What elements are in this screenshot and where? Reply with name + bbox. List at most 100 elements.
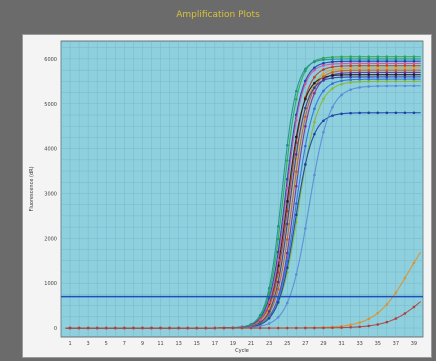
curve-point bbox=[295, 326, 298, 330]
x-tick-label: 3 bbox=[87, 341, 90, 347]
curve-point bbox=[403, 55, 407, 58]
curve-point bbox=[412, 68, 416, 72]
curve-point bbox=[376, 71, 380, 74]
curve-point bbox=[322, 130, 325, 134]
curve-point bbox=[295, 184, 298, 188]
curve-point bbox=[295, 89, 298, 93]
curve-point bbox=[322, 75, 325, 78]
curve-point bbox=[276, 315, 280, 319]
curve-point bbox=[313, 60, 316, 64]
curve-point bbox=[304, 115, 307, 119]
curve-point bbox=[394, 80, 398, 83]
curve-point bbox=[349, 111, 352, 115]
curve-point bbox=[313, 107, 316, 111]
curve-point bbox=[313, 86, 316, 89]
curve-point bbox=[222, 326, 226, 330]
curve-point bbox=[376, 84, 380, 88]
curve-point bbox=[403, 75, 407, 79]
curve-point bbox=[276, 225, 280, 228]
curve-point bbox=[195, 326, 199, 330]
curve-point bbox=[168, 326, 171, 330]
curve-point bbox=[385, 59, 389, 63]
curve-point bbox=[394, 62, 398, 65]
curve-point bbox=[285, 266, 289, 270]
curve-point bbox=[358, 62, 361, 65]
curve-point bbox=[276, 237, 280, 241]
curve-point bbox=[394, 77, 398, 81]
curve-point bbox=[267, 316, 271, 320]
x-tick-label: 37 bbox=[393, 341, 399, 347]
curve-point bbox=[340, 82, 343, 86]
curve-point bbox=[331, 71, 334, 74]
curve-point bbox=[367, 111, 371, 115]
curve-point bbox=[394, 57, 398, 61]
curve-point bbox=[276, 300, 280, 304]
curve-point bbox=[240, 326, 244, 330]
curve-point bbox=[322, 79, 325, 82]
curve-point bbox=[304, 326, 307, 330]
curve-point bbox=[295, 118, 298, 122]
curve-point bbox=[367, 66, 371, 70]
curve-point bbox=[412, 111, 416, 115]
curve-point bbox=[258, 318, 262, 321]
x-tick-label: 25 bbox=[284, 341, 290, 347]
curve-point bbox=[322, 119, 325, 123]
curve-point bbox=[276, 258, 280, 262]
curve-point bbox=[358, 73, 361, 76]
curve-point bbox=[322, 97, 325, 101]
curve-point bbox=[304, 67, 307, 71]
curve-point bbox=[367, 75, 371, 79]
curve-point bbox=[249, 326, 253, 330]
curve-point bbox=[358, 71, 361, 74]
curve-point bbox=[376, 73, 380, 76]
curve-point bbox=[403, 84, 407, 88]
x-tick-label: 7 bbox=[123, 341, 126, 347]
curve-point bbox=[340, 64, 343, 68]
curve-point bbox=[385, 55, 389, 58]
curve-point bbox=[349, 75, 352, 79]
curve-point bbox=[412, 57, 416, 61]
curve-point bbox=[340, 73, 343, 77]
curve-point bbox=[267, 310, 271, 313]
curve-point bbox=[340, 60, 343, 63]
curve-point bbox=[412, 66, 416, 70]
curve-point bbox=[267, 322, 271, 325]
curve-point bbox=[295, 170, 298, 173]
curve-point bbox=[150, 326, 153, 330]
curve-point bbox=[367, 85, 371, 88]
amplification-plot[interactable]: 1 3 5 7 9 11 13 15 17 19 21 23 25 27 29 31 33 35 37 3901000… bbox=[23, 35, 431, 357]
curve-point bbox=[132, 326, 135, 330]
curve-point bbox=[285, 251, 289, 255]
curve-point bbox=[403, 111, 407, 115]
curve-point bbox=[331, 105, 334, 109]
curve-point bbox=[285, 301, 289, 305]
curve-point bbox=[313, 120, 316, 124]
curve-point bbox=[358, 55, 361, 59]
curve-point bbox=[276, 326, 280, 330]
y-axis-label: Fluorescence (dR) bbox=[29, 166, 35, 211]
curve-point bbox=[349, 62, 352, 65]
curve-point bbox=[394, 66, 398, 70]
curve-point bbox=[295, 202, 298, 205]
curve-point bbox=[331, 65, 334, 69]
curve-point bbox=[403, 77, 407, 81]
curve-point bbox=[403, 312, 407, 315]
curve-point bbox=[376, 66, 380, 70]
curve-point bbox=[285, 326, 289, 330]
curve-point bbox=[367, 55, 371, 59]
curve-point bbox=[340, 326, 343, 329]
curve-point bbox=[367, 71, 371, 74]
curve-point bbox=[349, 326, 352, 329]
curve-point bbox=[104, 326, 108, 330]
curve-point bbox=[95, 326, 99, 330]
curve-point bbox=[86, 326, 90, 330]
curve-point bbox=[394, 75, 398, 79]
curve-point bbox=[358, 321, 361, 324]
curve-point bbox=[358, 86, 361, 89]
curve-point bbox=[285, 159, 289, 162]
curve-point bbox=[231, 326, 235, 330]
curve-point bbox=[412, 261, 416, 265]
curve-point bbox=[304, 124, 307, 128]
x-tick-label: 9 bbox=[141, 341, 144, 347]
